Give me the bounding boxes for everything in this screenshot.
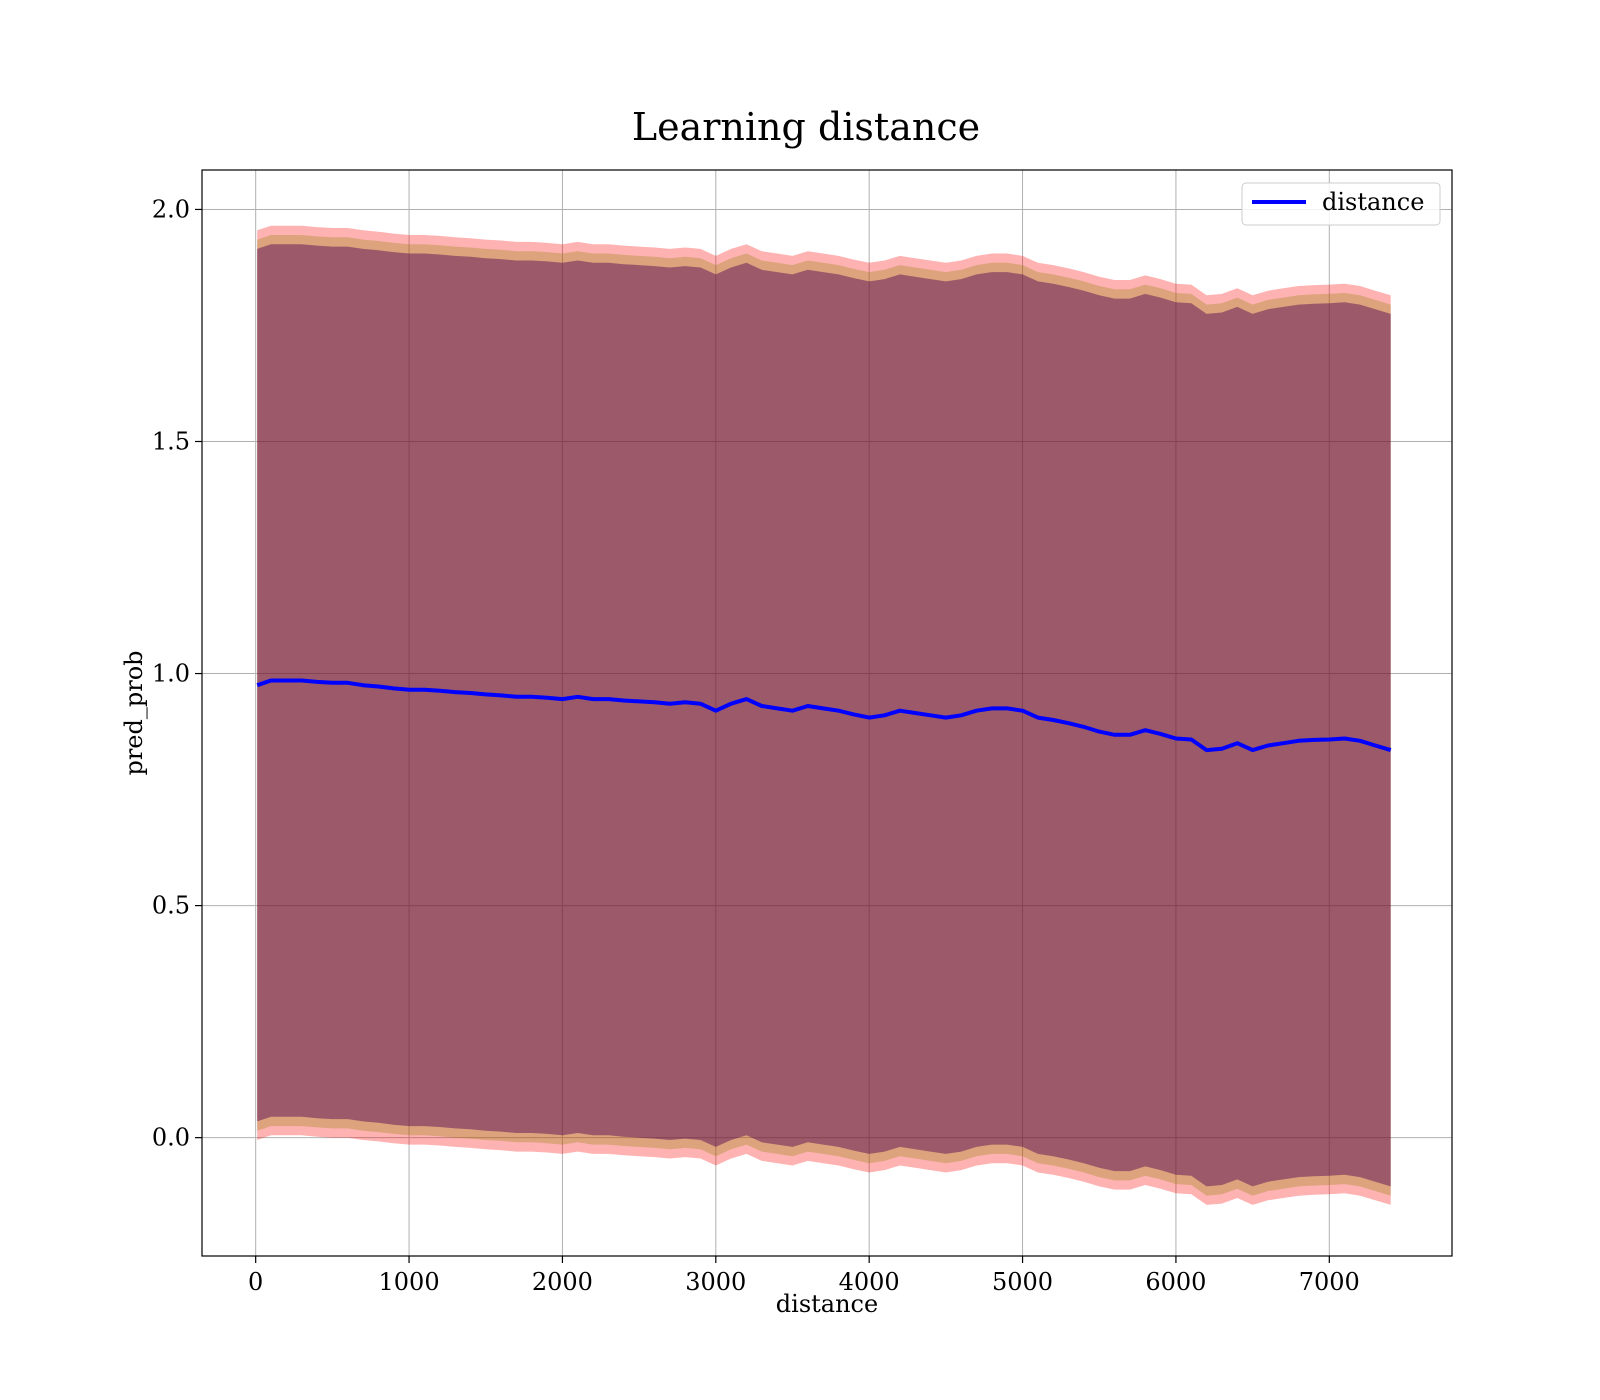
band-middle xyxy=(257,235,1391,1196)
x-tick-label: 2000 xyxy=(532,1268,593,1296)
legend: distance xyxy=(1241,182,1441,226)
x-tick-label: 0 xyxy=(248,1268,263,1296)
y-tick-label: 1.5 xyxy=(152,428,190,456)
y-tick-label: 0.0 xyxy=(152,1124,190,1152)
x-tick-label: 6000 xyxy=(1145,1268,1206,1296)
series-line-distance xyxy=(256,678,1392,753)
x-axis-label: distance xyxy=(776,1290,878,1318)
y-axis-label: pred_prob xyxy=(120,650,148,775)
x-axis-ticks: 0 1000 2000 3000 4000 5000 6000 7000 xyxy=(248,1256,1360,1296)
legend-label: distance xyxy=(1322,188,1424,216)
chart-title: Learning distance xyxy=(632,105,980,149)
x-tick-label: 5000 xyxy=(992,1268,1053,1296)
y-tick-label: 2.0 xyxy=(152,195,190,223)
grid xyxy=(202,170,1452,1256)
band-inner xyxy=(257,244,1391,1187)
series-lines xyxy=(256,678,1392,753)
y-tick-label: 0.5 xyxy=(152,892,190,920)
y-axis-ticks: 0.0 0.5 1.0 1.5 2.0 xyxy=(152,195,202,1152)
confidence-bands xyxy=(257,225,1391,1205)
x-tick-label: 3000 xyxy=(685,1268,746,1296)
x-tick-label: 1000 xyxy=(379,1268,440,1296)
x-tick-label: 7000 xyxy=(1299,1268,1360,1296)
plot-frame xyxy=(201,169,1453,1257)
x-tick-label: 4000 xyxy=(839,1268,900,1296)
y-tick-label: 1.0 xyxy=(152,660,190,688)
legend-box xyxy=(1241,182,1441,226)
band-outer xyxy=(257,225,1391,1205)
